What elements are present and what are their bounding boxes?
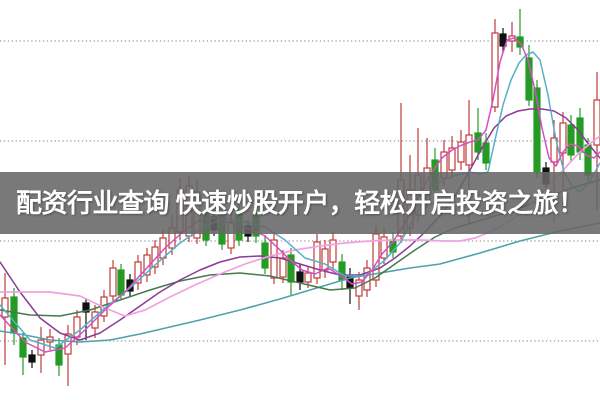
candle-up [134, 255, 142, 290]
candle-body [372, 233, 380, 281]
candle-body [82, 302, 90, 313]
candle-down [10, 288, 18, 345]
candle-up [64, 325, 72, 386]
candle-body [151, 246, 159, 268]
candle-down [482, 133, 490, 170]
candle-body [321, 248, 329, 271]
candle-down [338, 254, 346, 290]
candle-body [457, 141, 465, 163]
candle-body [109, 267, 117, 297]
candle-body [491, 32, 499, 108]
candle-body [28, 354, 36, 363]
promo-banner-text: 配资行业查询 快速炒股开户，轻松开启投资之旅！ [16, 187, 584, 218]
ma-slow-teal-line [0, 222, 600, 343]
candle-body [516, 36, 524, 48]
ma-fast-magenta-line [0, 37, 600, 353]
candle-flat [499, 28, 507, 52]
candle-body [474, 132, 482, 153]
candle-body [134, 261, 142, 284]
candle-down [516, 9, 524, 55]
candle-body [567, 124, 575, 156]
candle-body [329, 239, 337, 263]
candle-body [304, 272, 312, 283]
candle-down [261, 235, 269, 274]
candle-flat [346, 268, 354, 304]
candle-down [474, 108, 482, 160]
candle-body [465, 134, 473, 166]
candle-body [287, 254, 295, 283]
candle-body [55, 344, 63, 366]
candle-body [117, 269, 125, 296]
candle-body [261, 242, 269, 269]
promo-banner[interactable]: 配资行业查询 快速炒股开户，轻松开启投资之旅！ [0, 172, 600, 234]
candle-body [296, 271, 304, 283]
candle-body [37, 339, 45, 356]
candle-body [270, 239, 278, 279]
candle-up [109, 260, 117, 303]
candle-body [64, 333, 72, 355]
candle-up [329, 232, 337, 270]
candle-flat [28, 350, 36, 368]
candle-body [19, 337, 27, 358]
ma-mid-purple-line [0, 108, 600, 341]
candle-up [313, 234, 321, 284]
candle-up [457, 130, 465, 170]
candle-down [533, 80, 541, 178]
candle-up [151, 240, 159, 274]
candle-up [279, 250, 287, 283]
candle-body [279, 257, 287, 278]
candle-body [448, 147, 456, 171]
candle-up [448, 136, 456, 178]
candle-body [593, 99, 600, 146]
candle-up [508, 22, 516, 52]
candle-down [287, 248, 295, 295]
candle-body [482, 142, 490, 164]
candle-body [499, 33, 507, 47]
candle-flat [82, 298, 90, 340]
candle-body [584, 144, 592, 176]
candle-up [355, 272, 363, 310]
candle-body [550, 137, 558, 163]
